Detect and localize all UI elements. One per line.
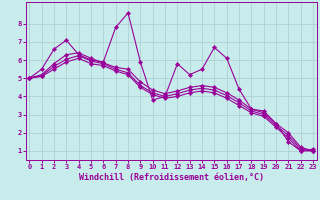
X-axis label: Windchill (Refroidissement éolien,°C): Windchill (Refroidissement éolien,°C) <box>79 173 264 182</box>
